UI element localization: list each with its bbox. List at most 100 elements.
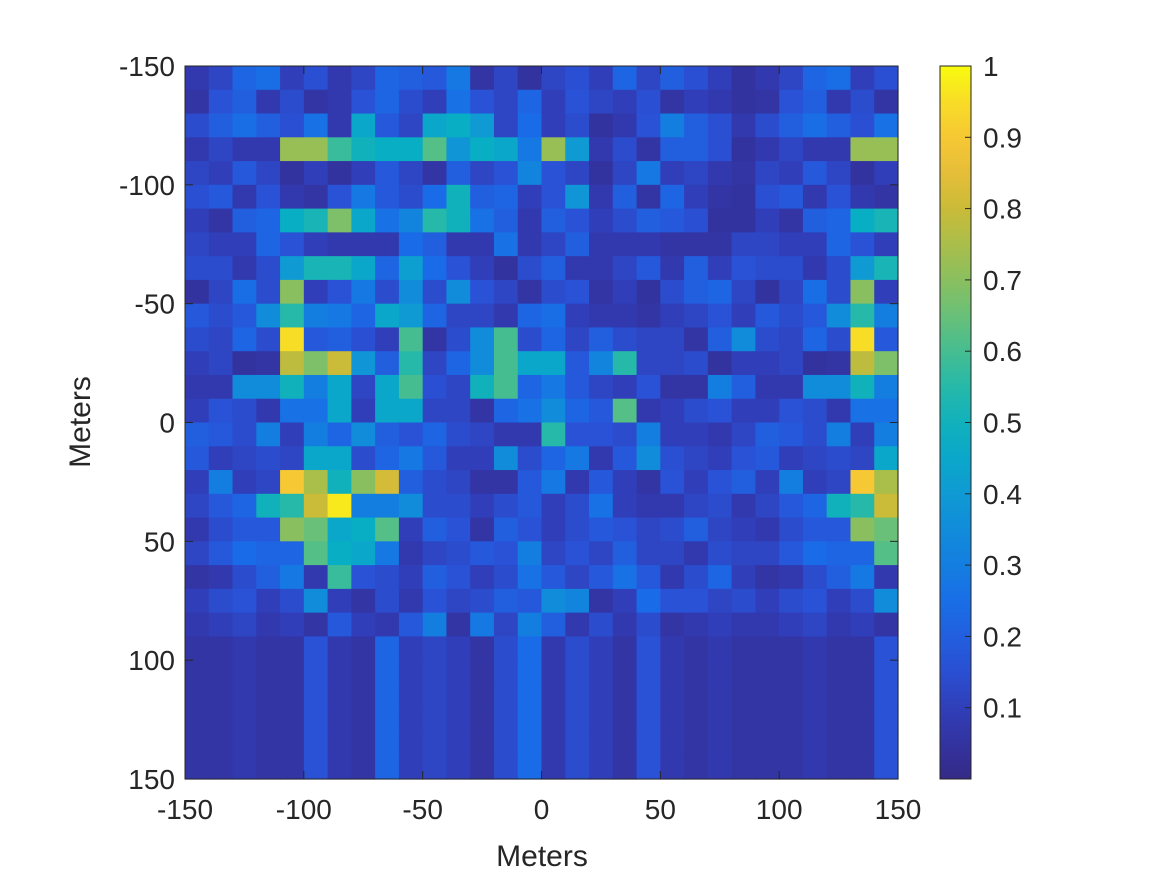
heatmap-cell [493,755,519,780]
heatmap-cell [541,636,566,661]
heatmap-cell [874,660,899,685]
heatmap-cell [185,683,210,709]
heatmap-cell [185,422,210,447]
heatmap-cell [589,208,614,233]
heatmap-cell [470,184,495,210]
heatmap-cell [422,232,448,257]
heatmap-cell [327,541,352,566]
heatmap-cell [755,541,780,566]
heatmap-cell [232,493,257,519]
heatmap-cell [541,541,566,566]
heatmap-cell [612,398,638,424]
heatmap-cell [208,707,234,733]
heatmap-cell [398,398,424,424]
heatmap-cell [493,232,519,257]
heatmap-cell [303,89,329,115]
heatmap-cell [303,184,329,210]
y-tick-label: -100 [119,170,175,201]
heatmap-cell [493,707,519,733]
heatmap-cell [731,660,756,685]
colorbar-tick-label: 0.3 [983,550,1022,581]
heatmap-cell [493,612,519,637]
heatmap-cell [208,279,234,305]
heatmap-cell [755,89,780,115]
heatmap-cell [660,755,685,780]
heatmap-cell [826,565,852,590]
heatmap-cell [232,755,257,780]
heatmap-cell [660,612,685,637]
heatmap-cell [327,184,352,210]
heatmap-cell [850,470,875,495]
heatmap-cell [684,565,709,590]
heatmap-cell [351,683,376,709]
heatmap-cell [327,588,352,614]
heatmap-cell [612,327,638,352]
heatmap-cell [589,517,614,542]
heatmap-cell [826,470,852,495]
heatmap-cell [375,113,400,138]
heatmap-cell [303,351,329,376]
heatmap-cell [470,588,495,614]
heatmap-cell [541,303,566,329]
heatmap-cell [375,232,400,257]
heatmap-cell [375,588,400,614]
heatmap-cell [280,541,305,566]
heatmap-cell [422,351,448,376]
heatmap-cell [731,303,756,329]
heatmap-cell [850,208,875,233]
heatmap-cell [826,327,852,352]
heatmap-cell [731,398,756,424]
heatmap-cell [589,232,614,257]
heatmap-cell [826,660,852,685]
heatmap-cell [684,351,709,376]
heatmap-cell [826,256,852,281]
heatmap-cell [256,446,281,471]
x-tick-label: 150 [875,794,922,825]
heatmap-cell [185,541,210,566]
heatmap-cell [327,493,352,519]
heatmap-cell [517,683,543,709]
heatmap-cell [208,232,234,257]
heatmap-cell [303,398,329,424]
heatmap-cell [232,470,257,495]
heatmap-cell [446,755,471,780]
heatmap-cell [660,707,685,733]
heatmap-cell [351,184,376,210]
heatmap-cell [446,113,471,138]
heatmap-cell [280,161,305,186]
heatmap-cell [422,422,448,447]
heatmap-cell [779,89,804,115]
heatmap-cell [826,707,852,733]
heatmap-cell [660,137,685,162]
heatmap-cell [660,303,685,329]
heatmap-cell [398,66,424,91]
heatmap-cell [684,470,709,495]
heatmap-cell [351,374,376,400]
heatmap-cell [874,707,899,733]
heatmap-cell [327,256,352,281]
heatmap-cell [874,279,899,305]
heatmap-cell [398,636,424,661]
heatmap-cell [850,446,875,471]
heatmap-cell [303,612,329,637]
heatmap-cell [707,660,733,685]
heatmap-cell [850,541,875,566]
heatmap-cell [826,588,852,614]
heatmap-cell [351,208,376,233]
heatmap-cell [612,517,638,542]
heatmap-cell [565,137,590,162]
heatmap-cell [185,446,210,471]
x-tick-label: -50 [402,794,442,825]
heatmap-cell [541,66,566,91]
heatmap-cell [422,256,448,281]
heatmap-cell [232,208,257,233]
heatmap-cell [446,256,471,281]
heatmap-cell [874,66,899,91]
heatmap-cell [303,374,329,400]
heatmap-cell [185,731,210,756]
heatmap-cell [470,731,495,756]
heatmap-cell [874,184,899,210]
heatmap-cell [850,89,875,115]
heatmap-cell [303,636,329,661]
heatmap-cell [185,351,210,376]
